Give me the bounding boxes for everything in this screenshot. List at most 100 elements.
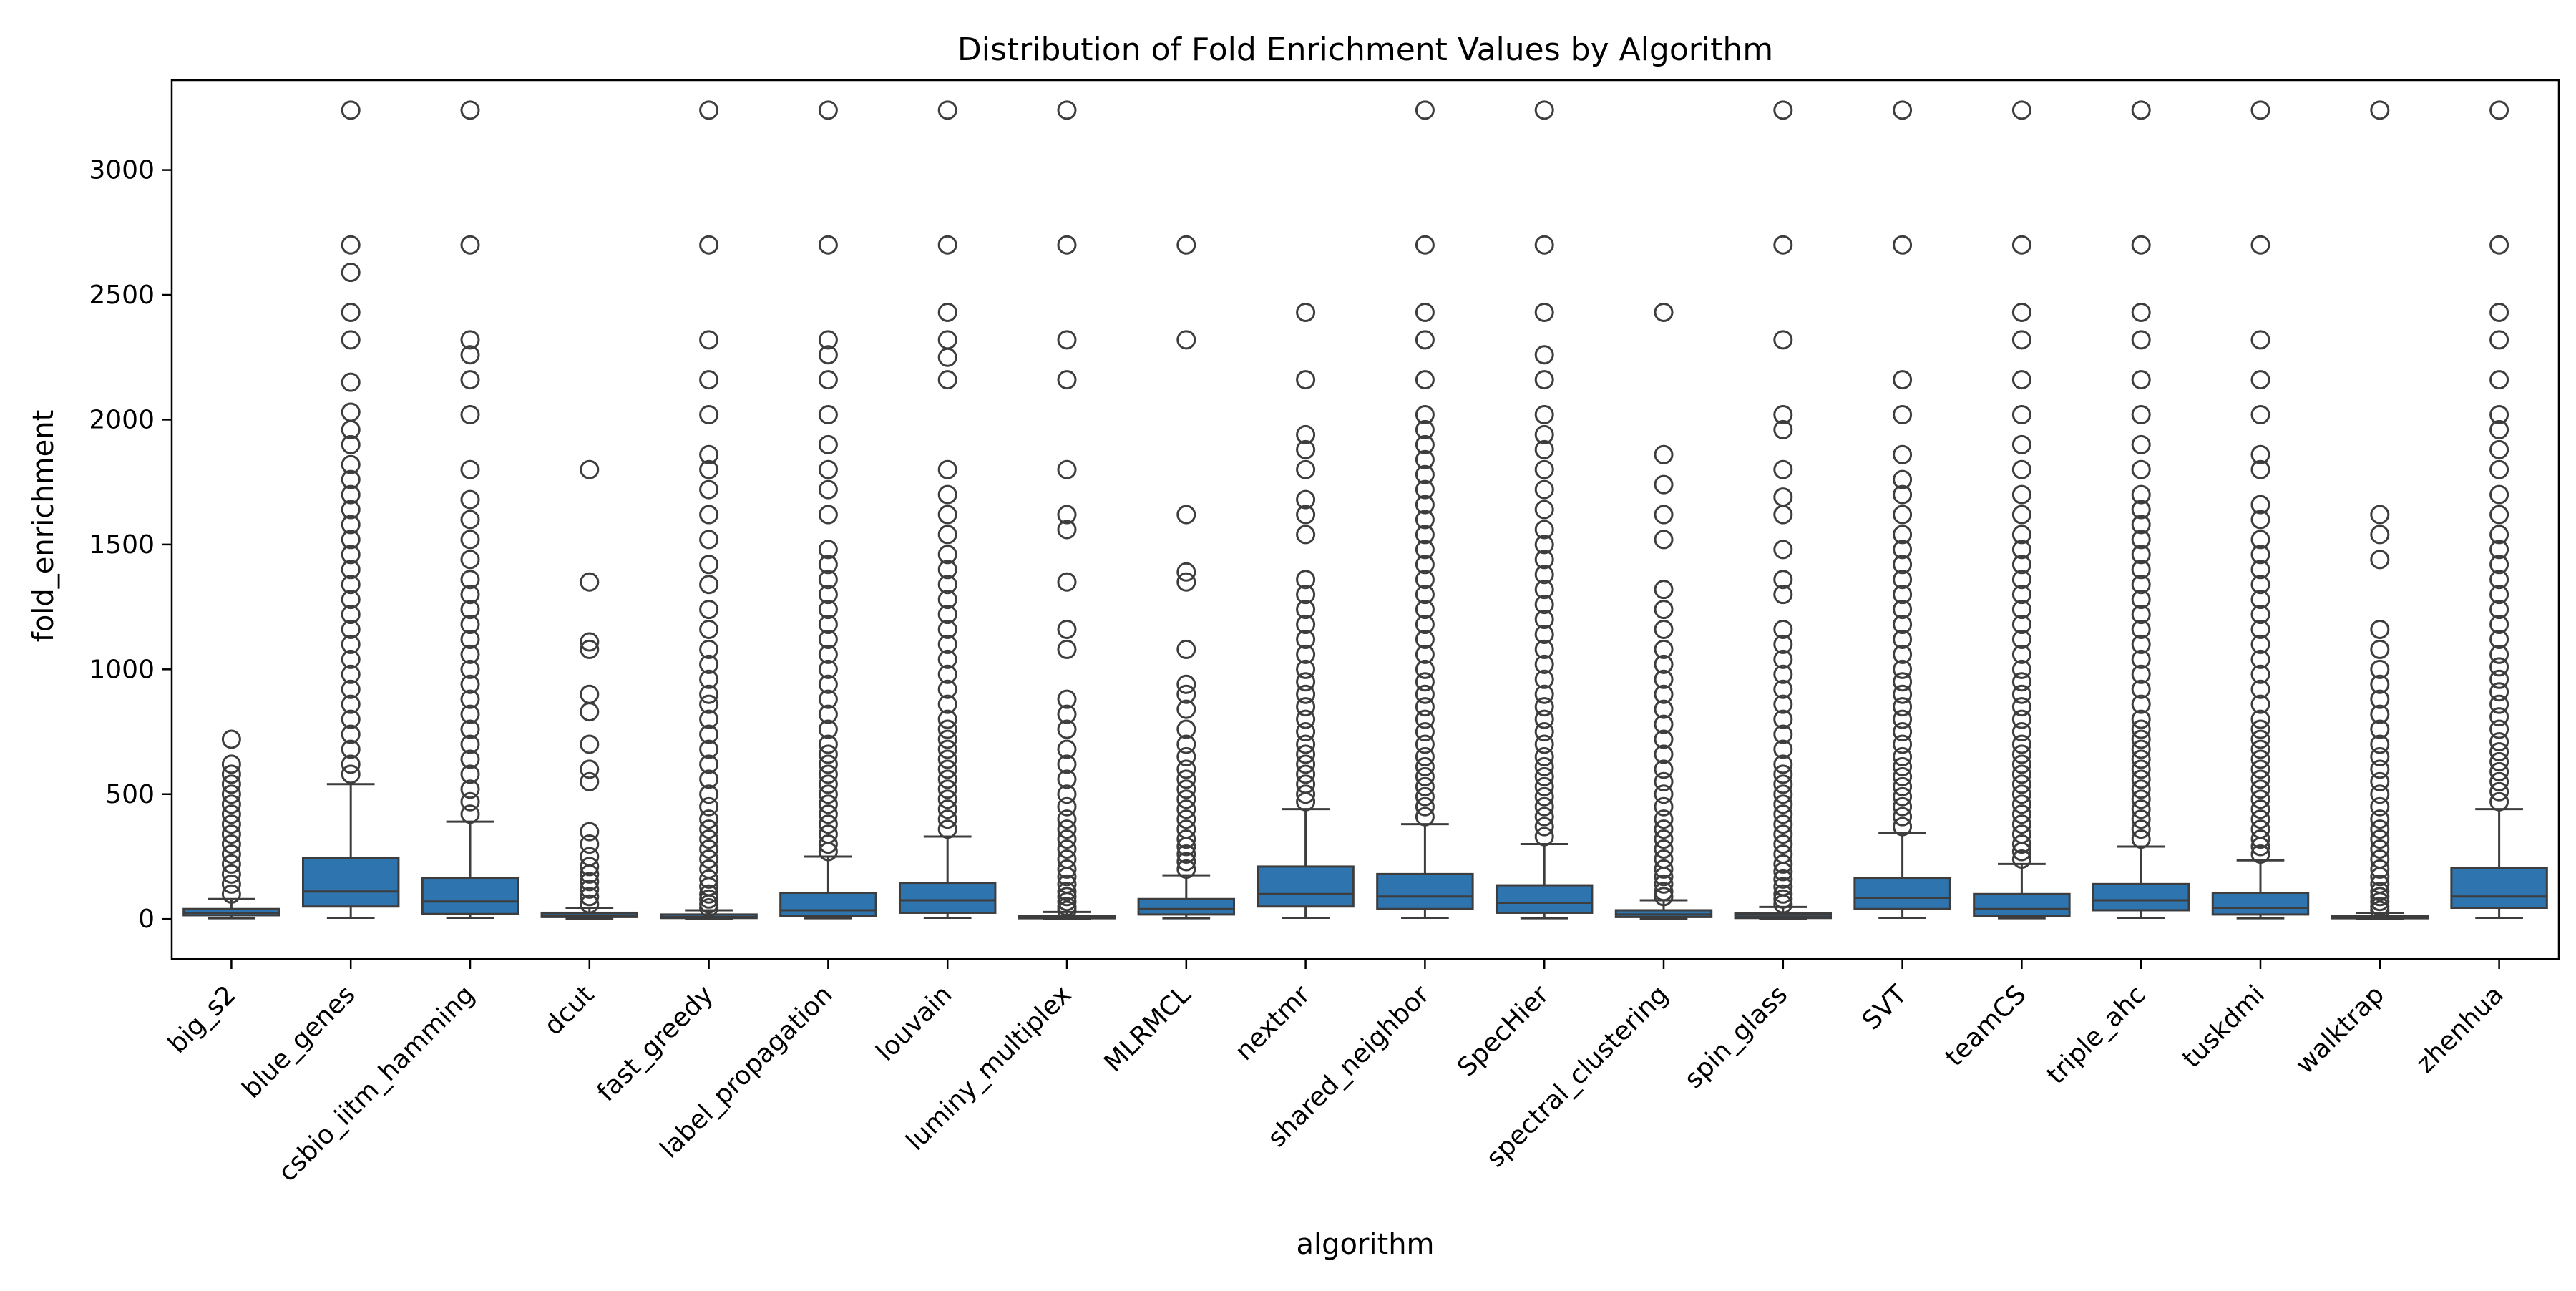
outlier-point xyxy=(1296,600,1316,620)
box-spectral_clustering xyxy=(1614,302,1713,920)
outlier-point xyxy=(1176,859,1196,879)
outlier-point xyxy=(937,819,957,839)
outlier-point xyxy=(2489,540,2509,560)
outlier-point xyxy=(2489,615,2509,635)
outlier-point xyxy=(1415,746,1435,766)
outlier-point xyxy=(2011,734,2031,754)
outlier-point xyxy=(1415,585,1435,605)
outlier-point xyxy=(2011,804,2031,824)
outlier-point xyxy=(1176,734,1196,754)
outlier-point xyxy=(1176,235,1196,255)
outlier-point xyxy=(1057,887,1077,907)
outlier-point xyxy=(937,459,957,479)
outlier-point xyxy=(1415,510,1435,530)
outlier-point xyxy=(2011,555,2031,575)
outlier-point xyxy=(1534,817,1554,837)
outlier-point xyxy=(460,530,480,550)
outlier-point xyxy=(1296,302,1316,322)
outlier-point xyxy=(699,809,719,829)
outlier-point xyxy=(818,784,838,804)
outlier-point xyxy=(1176,505,1196,525)
outlier-point xyxy=(2370,859,2390,879)
outlier-point xyxy=(699,684,719,704)
outlier-point xyxy=(937,799,957,819)
outlier-point xyxy=(2250,789,2270,809)
outlier-point xyxy=(1415,330,1435,350)
iqr-box xyxy=(1257,865,1355,908)
outlier-point xyxy=(2489,791,2509,812)
outlier-point xyxy=(818,479,838,500)
outlier-point xyxy=(1773,877,1793,897)
outlier-point xyxy=(1654,639,1674,659)
outlier-point xyxy=(1534,550,1554,570)
outlier-point xyxy=(818,404,838,424)
outlier-point xyxy=(1773,794,1793,814)
outlier-point xyxy=(1534,424,1554,444)
outlier-point xyxy=(1176,684,1196,704)
outlier-point xyxy=(1296,424,1316,444)
outlier-point xyxy=(2131,719,2151,739)
outlier-point xyxy=(937,769,957,789)
box-nextmr xyxy=(1257,302,1355,919)
outlier-point xyxy=(1893,585,1913,605)
outlier-point xyxy=(341,545,361,565)
outlier-point xyxy=(2250,634,2270,654)
outlier-point xyxy=(1893,555,1913,575)
outlier-point xyxy=(580,771,600,791)
outlier-point xyxy=(1415,100,1435,120)
outlier-point xyxy=(937,809,957,829)
outlier-point xyxy=(1057,739,1077,759)
outlier-point xyxy=(1415,684,1435,704)
outlier-point xyxy=(1057,459,1077,479)
outlier-point xyxy=(2370,796,2390,817)
outlier-point xyxy=(1773,404,1793,424)
outlier-point xyxy=(818,555,838,575)
outlier-point xyxy=(460,659,480,679)
outlier-point xyxy=(1415,766,1435,786)
outlier-point xyxy=(937,560,957,580)
outlier-point xyxy=(2489,682,2509,702)
outlier-point xyxy=(1654,505,1674,525)
outlier-point xyxy=(2011,824,2031,844)
outlier-point xyxy=(2489,719,2509,739)
outlier-point xyxy=(2011,774,2031,794)
outlier-point xyxy=(1415,464,1435,484)
outlier-point xyxy=(818,754,838,774)
outlier-point xyxy=(1534,766,1554,786)
outlier-point xyxy=(1176,769,1196,789)
outlier-point xyxy=(341,724,361,744)
outlier-point xyxy=(699,669,719,689)
outlier-point xyxy=(1176,829,1196,849)
outlier-point xyxy=(2489,570,2509,590)
outlier-point xyxy=(1654,859,1674,879)
outlier-point xyxy=(937,525,957,545)
outlier-point xyxy=(1893,629,1913,649)
outlier-point xyxy=(2489,525,2509,545)
outlier-point xyxy=(699,100,719,120)
outlier-point xyxy=(1534,776,1554,796)
outlier-point xyxy=(937,100,957,120)
outlier-point xyxy=(2011,434,2031,454)
outlier-point xyxy=(1057,100,1077,120)
outlier-point xyxy=(1176,674,1196,694)
outlier-point xyxy=(1654,530,1674,550)
outlier-point xyxy=(1893,100,1913,120)
box-teamCS xyxy=(1973,100,2071,920)
iqr-box xyxy=(2211,892,2310,916)
outlier-point xyxy=(1893,444,1913,464)
outlier-point xyxy=(2011,404,2031,424)
outlier-point xyxy=(1534,345,1554,365)
outlier-point xyxy=(2131,709,2151,729)
box-fast_greedy xyxy=(660,100,758,920)
outlier-point xyxy=(341,500,361,520)
outlier-point xyxy=(1534,786,1554,807)
outlier-point xyxy=(341,330,361,350)
outlier-point xyxy=(1534,100,1554,120)
outlier-point xyxy=(341,694,361,714)
iqr-box xyxy=(301,857,400,908)
outlier-point xyxy=(699,754,719,774)
outlier-point xyxy=(818,704,838,724)
y-tick-label: 2500 xyxy=(89,281,155,310)
outlier-point xyxy=(2489,600,2509,620)
outlier-point xyxy=(2250,829,2270,849)
